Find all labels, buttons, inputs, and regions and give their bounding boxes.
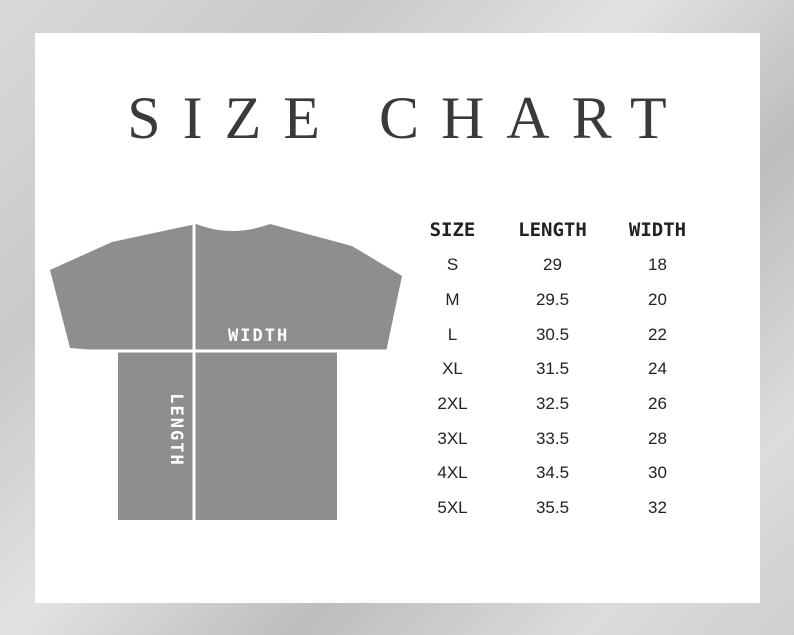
cell-width: 24 xyxy=(648,359,667,379)
table-row: 5XL 35.5 32 xyxy=(415,491,700,526)
cell-length: 29.5 xyxy=(535,290,570,310)
width-label: WIDTH xyxy=(228,326,290,346)
cell-size: XL xyxy=(442,359,463,379)
cell-width: 26 xyxy=(648,394,667,414)
cell-width: 18 xyxy=(648,255,667,275)
cell-size: 3XL xyxy=(437,428,468,448)
table-row: 4XL 34.5 30 xyxy=(415,456,700,491)
header-width: WIDTH xyxy=(628,219,687,241)
header-size: SIZE xyxy=(429,219,476,241)
cell-size: L xyxy=(447,324,458,344)
cell-width: 22 xyxy=(648,324,667,344)
table-row: L 30.5 22 xyxy=(415,317,700,352)
cell-size: 4XL xyxy=(437,463,468,483)
table-row: 2XL 32.5 26 xyxy=(415,387,700,422)
cell-size: 5XL xyxy=(437,498,468,518)
length-label: LENGTH xyxy=(166,393,186,467)
header-length: LENGTH xyxy=(518,219,587,241)
cell-length: 33.5 xyxy=(535,428,570,448)
cell-width: 30 xyxy=(648,463,667,483)
page-title: SIZE CHART xyxy=(127,85,689,151)
size-table: SIZE LENGTH WIDTH S 29 18 M 29.5 20 L 30.5 22 XL 3… xyxy=(415,212,700,526)
cell-length: 31.5 xyxy=(535,359,570,379)
cell-size: 2XL xyxy=(437,394,468,414)
table-row: M 29.5 20 xyxy=(415,283,700,318)
table-row: S 29 18 xyxy=(415,248,700,283)
cell-length: 34.5 xyxy=(535,463,570,483)
cell-length: 32.5 xyxy=(535,394,570,414)
table-row: XL 31.5 24 xyxy=(415,352,700,387)
cell-size: M xyxy=(445,290,460,310)
cell-width: 20 xyxy=(648,290,667,310)
cell-width: 28 xyxy=(648,428,667,448)
cell-width: 32 xyxy=(648,498,667,518)
cell-length: 35.5 xyxy=(535,498,570,518)
table-row: 3XL 33.5 28 xyxy=(415,421,700,456)
cell-length: 29 xyxy=(543,255,562,275)
tshirt-shape xyxy=(50,224,402,520)
cell-size: S xyxy=(446,255,459,275)
cell-length: 30.5 xyxy=(535,324,570,344)
table-header: SIZE LENGTH WIDTH xyxy=(415,212,700,248)
